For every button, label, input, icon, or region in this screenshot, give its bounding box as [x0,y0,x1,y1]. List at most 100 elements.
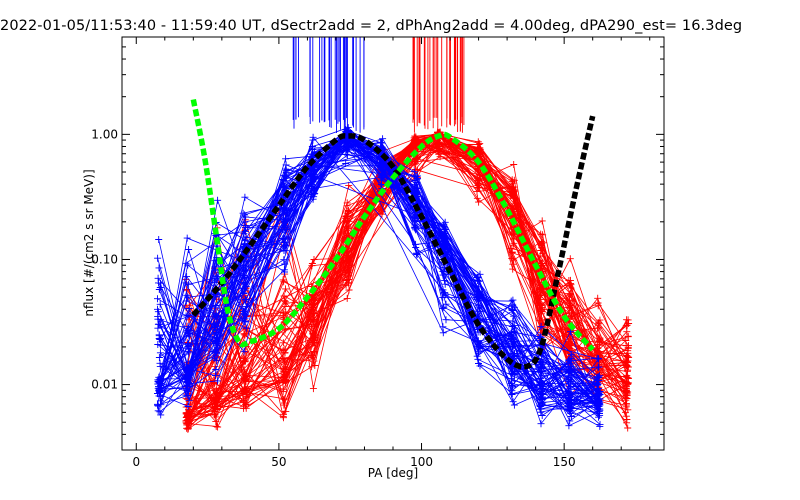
blue-spike-bundle [292,37,365,133]
red-plus-marker [474,184,482,191]
blue-plus-marker [156,300,164,308]
red-plus-marker [622,403,630,411]
blue-plus-marker [377,139,385,147]
blue-plus-marker [475,360,482,367]
red-plus-marker [185,415,193,423]
red-plus-marker [240,355,248,363]
blue-plus-marker [442,271,450,279]
red-plus-marker [473,145,481,153]
red-plus-marker [622,408,629,416]
blue-plus-marker [240,286,248,294]
blue-plus-marker [185,246,193,253]
red-plus-marker [309,385,317,393]
blue-plus-marker [212,357,220,365]
red-plus-marker [282,407,290,415]
red-plus-marker [310,297,318,305]
blue-plus-marker [565,392,573,399]
blue-plus-marker [568,405,576,412]
blue-plus-marker [442,316,450,324]
blue-plus-marker [593,401,601,408]
blue-plus-marker [242,223,250,231]
blue-plus-marker [154,380,162,388]
blue-plus-marker [211,320,218,328]
red-plus-marker [241,331,249,339]
blue-plus-marker [182,297,190,305]
blue-plus-marker [184,347,192,355]
red-plus-marker [474,140,482,148]
red-plus-marker [595,362,603,370]
blue-plus-marker [242,324,250,332]
red-plus-marker [214,423,222,431]
blue-plus-marker [567,403,575,411]
blue-plus-marker [308,183,316,190]
red-plus-marker [510,161,518,168]
red-plus-marker [623,321,631,329]
blue-plus-marker [509,333,517,341]
red-plus-marker [623,316,631,324]
red-plus-marker [343,294,351,302]
axes-layer: 0 50 100 150 0.01 0.10 1.00 [91,36,664,469]
red-plus-marker [538,217,546,225]
red-plus-marker [281,399,288,407]
blue-plus-marker [566,417,574,425]
blue-plus-marker [412,173,420,181]
red-plus-marker [344,213,352,221]
blue-plus-marker [154,254,162,262]
blue-plus-marker [156,388,164,395]
blue-trace-line [160,164,599,409]
blue-plus-marker [280,239,288,247]
red-plus-marker [308,363,316,371]
fit-layer [190,98,596,370]
blue-plus-marker [537,378,545,386]
red-plus-marker [622,373,630,381]
red-plus-marker [213,402,221,410]
red-plus-marker [566,290,574,298]
blue-plus-marker [442,300,450,308]
blue-plus-marker [510,377,518,385]
blue-plus-marker [537,367,545,375]
blue-plus-marker [596,420,604,428]
blue-plus-marker [240,318,248,326]
blue-plus-marker [213,377,221,385]
blue-plus-marker [441,224,449,232]
blue-plus-marker [183,234,191,242]
red-plus-marker [281,360,289,368]
red-plus-marker [282,378,289,386]
red-plus-marker [537,283,545,291]
blue-plus-marker [441,280,449,288]
blue-plus-marker [182,279,190,287]
red-plus-marker [566,255,574,263]
blue-plus-marker [594,386,601,394]
blue-plus-marker [537,322,545,330]
blue-plus-marker [155,354,163,361]
blue-plus-marker [156,336,164,343]
red-plus-marker [538,244,546,252]
blue-plus-marker [184,379,192,387]
blue-plus-marker [509,317,517,325]
blue-plus-marker [411,217,419,225]
red-plus-marker [378,210,386,218]
red-plus-marker [475,176,483,184]
blue-plus-marker [342,137,350,145]
blue-plus-marker [157,279,164,287]
blue-plus-marker [154,341,162,348]
blue-plus-marker [156,376,164,384]
blue-plus-marker [184,339,192,347]
y-tick-label: 0.10 [91,252,118,266]
red-plus-marker [345,181,353,189]
red-plus-marker [310,310,318,318]
red-plus-marker [345,286,353,294]
blue-plus-marker [568,413,575,420]
black-fit-curve [191,115,596,370]
red-plus-marker [473,184,481,192]
y-axis-label: nflux [#/(cm2 s sr MeV)] [82,169,96,316]
blue-plus-marker [567,354,575,362]
blue-plus-marker [154,315,162,323]
blue-plus-marker [281,206,289,214]
red-plus-marker [623,353,631,361]
red-plus-marker [344,261,352,269]
blue-plus-marker [566,362,574,370]
red-plus-marker [596,334,604,342]
red-plus-marker [280,309,288,317]
